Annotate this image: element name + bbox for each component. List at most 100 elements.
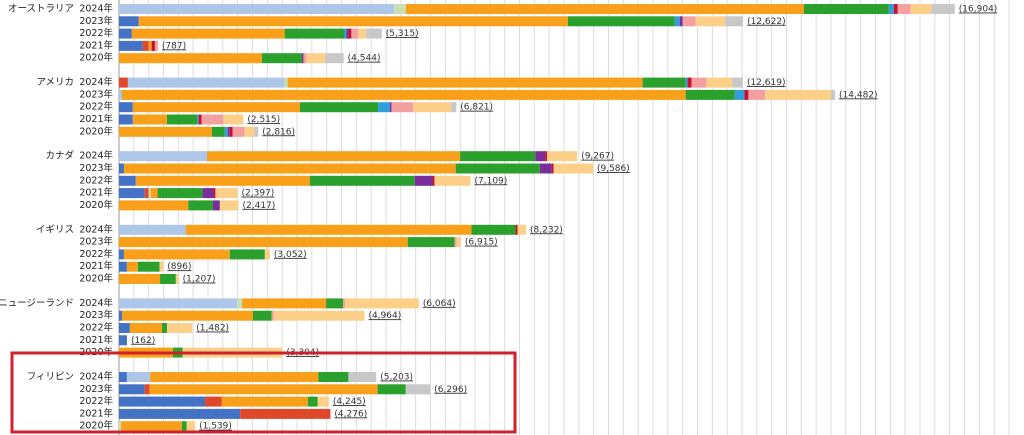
- year-label: 2024年: [79, 3, 113, 15]
- total-label: (9,586): [597, 164, 630, 174]
- total-label: (2,417): [243, 201, 276, 211]
- total-label: (16,904): [959, 5, 998, 15]
- total-label: (6,915): [465, 238, 498, 248]
- bar-segment: [211, 126, 225, 137]
- bar-segment: [131, 28, 285, 39]
- total-label: (6,821): [460, 103, 493, 113]
- total-label: (4,964): [368, 311, 401, 321]
- bar-segment: [471, 224, 516, 235]
- bar-segment: [309, 175, 415, 186]
- bar-segment: [685, 89, 735, 100]
- bar-segment: [119, 237, 408, 248]
- bar-segment: [148, 40, 152, 51]
- bar-segment: [212, 200, 220, 211]
- bar-segment: [121, 310, 253, 321]
- bar-segment: [119, 188, 145, 199]
- bar-segment: [342, 298, 345, 309]
- year-label: 2021年: [79, 39, 113, 51]
- bar-segment: [460, 151, 536, 162]
- bar-segment: [119, 77, 128, 88]
- year-label: 2023年: [79, 15, 113, 27]
- bar-segment: [175, 274, 179, 284]
- bar-segment: [142, 40, 149, 51]
- bar-segment: [391, 102, 414, 113]
- bar-segment: [138, 16, 568, 27]
- year-label: 2024年: [79, 223, 113, 235]
- bar-segment: [271, 310, 274, 321]
- bar-segment: [188, 200, 213, 211]
- bar-segment: [725, 16, 744, 27]
- bar-segment: [732, 77, 743, 88]
- bar-segment: [119, 16, 139, 27]
- total-label: (2,397): [242, 189, 275, 199]
- year-label: 2021年: [79, 334, 113, 346]
- year-label: 2022年: [79, 322, 113, 334]
- bar-segment: [119, 298, 238, 309]
- bar-segment: [237, 298, 243, 309]
- bar-segment: [888, 4, 894, 14]
- bar-segment: [150, 372, 319, 382]
- bar-segment: [351, 28, 359, 39]
- bar-segment: [318, 372, 349, 382]
- total-label: (162): [131, 336, 155, 346]
- bar-segment: [126, 261, 138, 272]
- bar-segment: [687, 77, 692, 88]
- bar-segment: [198, 114, 202, 125]
- bar-segment: [129, 323, 163, 333]
- bar-segment: [307, 396, 318, 407]
- country-label: ニュージーランド: [0, 298, 74, 309]
- year-label: 2022年: [79, 174, 113, 186]
- bar-segment: [127, 77, 285, 88]
- bar-segment: [119, 408, 241, 419]
- bar-segment: [119, 163, 124, 174]
- bar-segment: [284, 77, 288, 88]
- bar-segment: [150, 188, 158, 199]
- bar-segment: [213, 188, 216, 199]
- bar-segment: [119, 261, 127, 272]
- total-label: (6,296): [434, 385, 467, 395]
- bar-segment: [393, 4, 406, 14]
- bar-segment: [219, 200, 239, 211]
- year-label: 2024年: [79, 150, 113, 162]
- bar-segment: [227, 126, 230, 137]
- bar-segment: [149, 384, 378, 395]
- bar-segment: [119, 274, 161, 284]
- bar-segment: [389, 102, 392, 113]
- total-label: (5,315): [386, 29, 419, 39]
- bar-segment: [358, 28, 367, 39]
- bar-segment: [242, 298, 327, 309]
- year-label: 2022年: [79, 101, 113, 113]
- bar-segment: [547, 151, 578, 162]
- total-label: (787): [162, 41, 186, 51]
- bar-segment: [831, 89, 836, 100]
- country-label: イギリス: [36, 224, 74, 235]
- total-label: (1,482): [196, 324, 229, 334]
- bar-segment: [244, 126, 255, 137]
- bar-segment: [119, 28, 132, 39]
- total-label: (896): [167, 262, 191, 272]
- bar-segment: [325, 53, 344, 64]
- year-label: 2020年: [79, 273, 113, 285]
- bar-segment: [119, 102, 133, 113]
- bar-segment: [119, 396, 206, 407]
- bar-segment: [135, 175, 310, 186]
- bar-segment: [287, 77, 643, 88]
- bar-segment: [897, 4, 911, 14]
- bar-segment: [232, 126, 245, 137]
- year-label: 2023年: [79, 236, 113, 248]
- bar-segment: [119, 310, 122, 321]
- bar-segment: [682, 16, 696, 27]
- bar-segment: [744, 89, 749, 100]
- bar-segment: [539, 163, 552, 174]
- total-label: (8,232): [530, 225, 563, 235]
- bar-segment: [346, 28, 349, 39]
- highlight-box: [10, 351, 517, 434]
- bar-segment: [119, 4, 394, 14]
- bar-segment: [414, 175, 433, 186]
- bar-segment: [154, 40, 158, 51]
- bar-segment: [119, 335, 128, 346]
- bar-segment: [186, 421, 196, 432]
- bar-segment: [348, 28, 352, 39]
- bar-segment: [185, 224, 472, 235]
- year-label: 2022年: [79, 27, 113, 39]
